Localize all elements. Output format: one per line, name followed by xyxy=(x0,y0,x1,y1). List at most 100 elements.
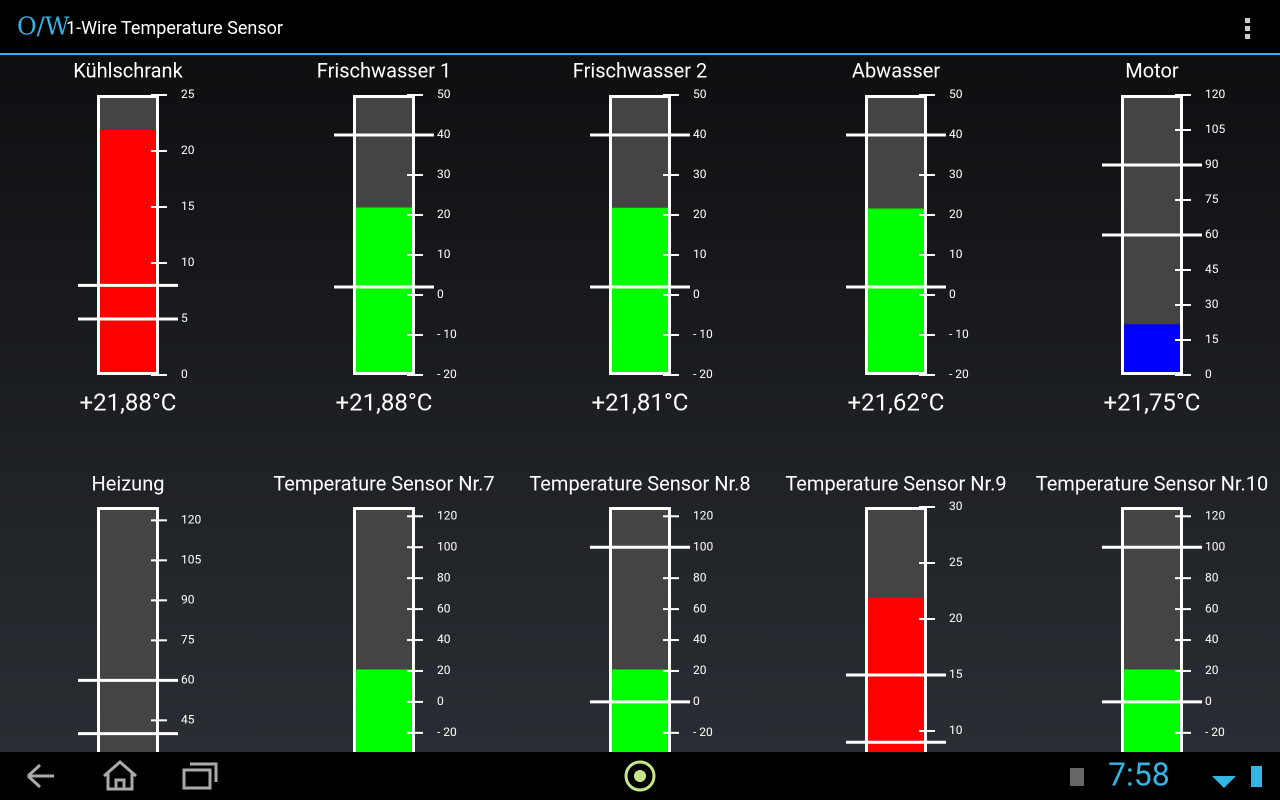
reading: +21,75°C xyxy=(1104,388,1201,416)
gauge-track xyxy=(98,507,158,787)
tick-label: 40 xyxy=(437,127,451,141)
app-title: 1-Wire Temperature Sensor xyxy=(66,18,283,39)
tick-label: 50 xyxy=(693,87,707,101)
tick-label: 0 xyxy=(693,694,700,708)
gauge: Temperature Sensor Nr.7 - 20 0 20 40 60 80 100 1… xyxy=(273,471,495,787)
tick-label: 15 xyxy=(949,667,963,681)
launcher-button[interactable] xyxy=(624,760,656,792)
action-bar-divider xyxy=(0,53,1280,55)
tick-label: - 10 xyxy=(693,327,713,341)
gauge-title: Heizung xyxy=(92,471,165,495)
tick-label: 60 xyxy=(1205,601,1219,615)
tick-label: 10 xyxy=(693,247,707,261)
tick-label: 90 xyxy=(1205,157,1219,171)
tick-label: 0 xyxy=(437,287,444,301)
tick-label: 120 xyxy=(693,508,713,522)
tick-label: 75 xyxy=(181,633,195,647)
gauge-fill xyxy=(866,208,926,375)
tick-label: 40 xyxy=(693,632,707,646)
tick-label: 100 xyxy=(437,539,457,553)
tick-label: 80 xyxy=(437,570,451,584)
reading: +21,62°C xyxy=(848,388,945,416)
tick-label: - 10 xyxy=(949,327,969,341)
wifi-icon xyxy=(1212,776,1236,788)
tick-label: 20 xyxy=(693,663,707,677)
gauge-title: Frischwasser 2 xyxy=(573,58,707,82)
tick-label: 0 xyxy=(949,287,956,301)
tick-label: 50 xyxy=(949,87,963,101)
gauge-title: Temperature Sensor Nr.9 xyxy=(785,471,1006,495)
tick-label: 20 xyxy=(437,207,451,221)
clock: 7:58 xyxy=(1108,755,1170,793)
gauge-frame xyxy=(609,95,671,375)
reading: +21,88°C xyxy=(336,388,433,416)
tick-label: 40 xyxy=(949,127,963,141)
tick-label: 25 xyxy=(949,555,963,569)
tick-label: 10 xyxy=(437,247,451,261)
tick-label: 100 xyxy=(693,539,713,553)
overflow-menu[interactable] xyxy=(1245,18,1250,39)
tick-label: - 20 xyxy=(949,367,969,381)
tick-label: 20 xyxy=(437,663,451,677)
reading: +21,81°C xyxy=(592,388,689,416)
tick-label: 30 xyxy=(1205,297,1219,311)
gauge-title: Temperature Sensor Nr.10 xyxy=(1036,471,1269,495)
tick-label: 0 xyxy=(437,694,444,708)
tick-label: 80 xyxy=(693,570,707,584)
tick-label: - 20 xyxy=(437,367,457,381)
tick-label: 20 xyxy=(693,207,707,221)
gauge-title: Temperature Sensor Nr.7 xyxy=(273,471,494,495)
gauge-fill xyxy=(354,207,414,375)
recent-icon xyxy=(182,768,212,790)
reading: +21,88°C xyxy=(80,388,177,416)
tick-label: 120 xyxy=(181,513,201,527)
tick-label: 120 xyxy=(1205,87,1225,101)
tick-label: 120 xyxy=(1205,508,1225,522)
gauge-frame xyxy=(353,95,415,375)
tick-label: 20 xyxy=(1205,663,1219,677)
tick-label: 20 xyxy=(949,207,963,221)
tick-label: 10 xyxy=(949,723,963,737)
tick-label: 0 xyxy=(1205,367,1212,381)
tick-label: 10 xyxy=(949,247,963,261)
gauge: Temperature Sensor Nr.9 10 15 20 25 30 xyxy=(785,471,1007,787)
gauge-fill xyxy=(1122,324,1182,375)
home-button[interactable] xyxy=(103,760,137,791)
tick-label: 30 xyxy=(437,167,451,181)
gauge: Abwasser - 20 - 10 0 10 20 30 40 50 +21,62°C xyxy=(846,58,969,416)
tick-label: 60 xyxy=(693,601,707,615)
gauge-frame xyxy=(865,95,927,375)
tick-label: 5 xyxy=(181,311,188,325)
tick-label: 0 xyxy=(181,367,188,381)
launcher-dot xyxy=(634,770,646,782)
recent-icon xyxy=(190,762,218,782)
gauge-title: Temperature Sensor Nr.8 xyxy=(529,471,750,495)
tick-label: 120 xyxy=(437,508,457,522)
gauge-frame xyxy=(97,95,159,375)
back-button[interactable] xyxy=(26,763,54,789)
tick-label: - 20 xyxy=(693,725,713,739)
tick-label: 15 xyxy=(181,199,195,213)
tick-label: 25 xyxy=(181,87,195,101)
tick-label: 0 xyxy=(1205,694,1212,708)
tick-label: 10 xyxy=(181,255,195,269)
tick-label: 80 xyxy=(1205,570,1219,584)
gauge: Frischwasser 1 - 20 - 10 0 10 20 30 40 50 +21,88°… xyxy=(317,58,457,416)
gauge: Heizung 45 60 75 90 105 120 xyxy=(78,471,201,787)
tick-label: 40 xyxy=(437,632,451,646)
menu-dot xyxy=(1245,26,1250,31)
gauge-title: Frischwasser 1 xyxy=(317,58,451,82)
battery-icon xyxy=(1251,766,1262,787)
tick-label: 60 xyxy=(181,673,195,687)
tick-label: 105 xyxy=(181,553,201,567)
tick-label: 45 xyxy=(181,713,195,727)
tick-label: 15 xyxy=(1205,332,1219,346)
sd-card-icon xyxy=(1070,768,1084,786)
app-logo[interactable]: O/W xyxy=(17,13,70,41)
recent-apps-button[interactable] xyxy=(182,762,218,790)
gauge-fill xyxy=(98,129,158,375)
tick-label: 30 xyxy=(949,499,963,513)
menu-dot xyxy=(1245,18,1250,23)
